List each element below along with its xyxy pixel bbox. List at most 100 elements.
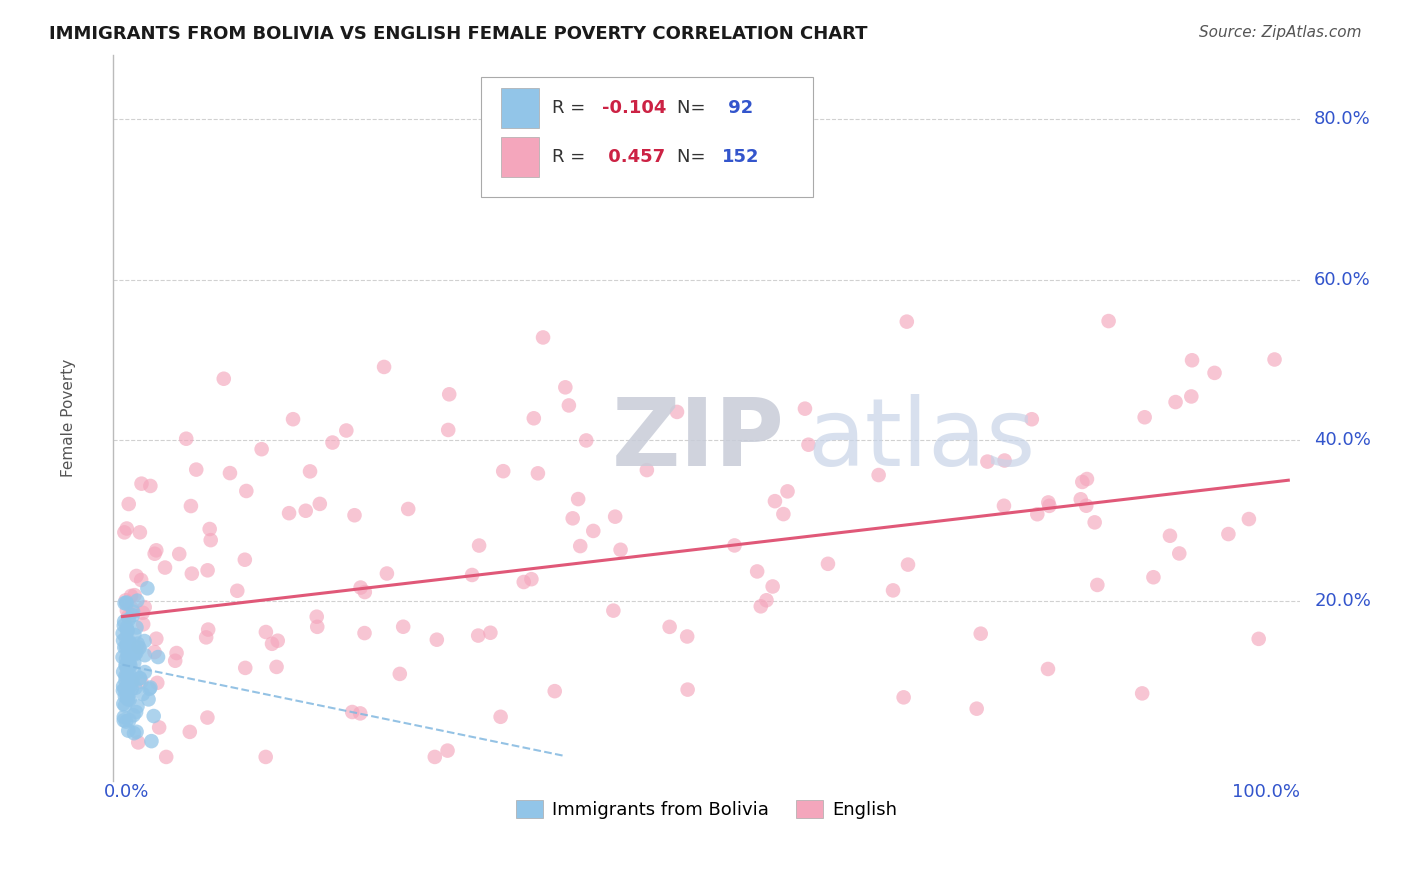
Point	[128, 672, 150, 686]
Point	[335, 424, 357, 438]
Point	[1085, 578, 1108, 592]
Point	[114, 669, 136, 683]
Point	[966, 701, 988, 715]
Point	[749, 599, 772, 614]
Point	[1130, 686, 1153, 700]
Point	[117, 609, 139, 624]
Point	[117, 624, 139, 638]
Point	[426, 632, 449, 647]
Point	[153, 560, 176, 574]
Point	[437, 423, 460, 437]
Point	[197, 710, 219, 724]
Point	[1097, 314, 1119, 328]
Point	[658, 620, 681, 634]
Point	[114, 673, 136, 688]
Point	[138, 681, 160, 696]
Point	[117, 661, 139, 675]
Point	[122, 605, 145, 619]
Text: Female Poverty: Female Poverty	[60, 359, 76, 477]
Text: -0.104: -0.104	[602, 99, 666, 117]
Point	[492, 464, 515, 478]
Point	[266, 660, 288, 674]
Text: ZIP: ZIP	[612, 394, 785, 486]
Point	[174, 432, 197, 446]
Text: 0.0%: 0.0%	[104, 783, 149, 801]
Point	[575, 434, 598, 448]
Point	[134, 634, 156, 648]
Point	[118, 713, 141, 727]
Point	[129, 573, 152, 587]
Point	[1076, 499, 1098, 513]
Point	[124, 628, 146, 642]
Point	[139, 479, 162, 493]
Point	[118, 692, 141, 706]
Point	[117, 677, 139, 691]
Text: 40.0%: 40.0%	[1315, 431, 1371, 450]
Point	[321, 435, 343, 450]
Point	[118, 675, 141, 690]
Point	[197, 563, 219, 577]
Point	[523, 411, 546, 425]
Point	[233, 661, 256, 675]
Point	[120, 589, 142, 603]
Point	[127, 640, 149, 654]
Point	[142, 709, 165, 723]
Point	[342, 705, 364, 719]
Point	[124, 667, 146, 681]
Point	[112, 697, 135, 711]
Point	[976, 454, 998, 468]
Point	[118, 612, 141, 626]
Text: 152: 152	[721, 148, 759, 166]
Point	[117, 689, 139, 703]
Text: N=: N=	[676, 99, 711, 117]
Point	[219, 466, 242, 480]
Point	[260, 637, 283, 651]
Point	[970, 626, 993, 640]
Point	[115, 669, 138, 683]
Point	[122, 639, 145, 653]
Point	[527, 467, 550, 481]
Point	[1247, 632, 1270, 646]
Point	[392, 620, 415, 634]
Point	[349, 706, 371, 721]
Point	[125, 569, 148, 583]
Point	[1036, 662, 1059, 676]
Point	[115, 689, 138, 703]
Point	[115, 620, 138, 634]
Point	[134, 648, 156, 663]
Point	[131, 674, 153, 689]
Point	[131, 476, 153, 491]
Point	[396, 502, 419, 516]
Point	[145, 543, 167, 558]
Point	[437, 387, 460, 401]
Point	[112, 710, 135, 724]
Point	[461, 568, 484, 582]
Point	[118, 666, 141, 681]
Point	[373, 359, 395, 374]
Point	[468, 539, 491, 553]
Point	[343, 508, 366, 523]
Point	[114, 631, 136, 645]
Point	[118, 646, 141, 660]
Point	[132, 687, 155, 701]
Point	[136, 582, 159, 596]
Point	[112, 615, 135, 629]
Point	[112, 665, 135, 679]
Point	[195, 631, 218, 645]
Point	[353, 626, 375, 640]
Point	[180, 566, 202, 581]
Point	[375, 566, 398, 581]
Point	[179, 724, 201, 739]
Point	[127, 699, 149, 714]
Point	[772, 507, 794, 521]
Point	[118, 641, 141, 656]
Point	[117, 641, 139, 656]
Text: atlas: atlas	[807, 394, 1036, 486]
Point	[124, 681, 146, 695]
Text: N=: N=	[676, 148, 711, 166]
Point	[138, 692, 160, 706]
Point	[114, 593, 136, 607]
Point	[117, 624, 139, 638]
Point	[1181, 353, 1204, 368]
Point	[544, 684, 567, 698]
